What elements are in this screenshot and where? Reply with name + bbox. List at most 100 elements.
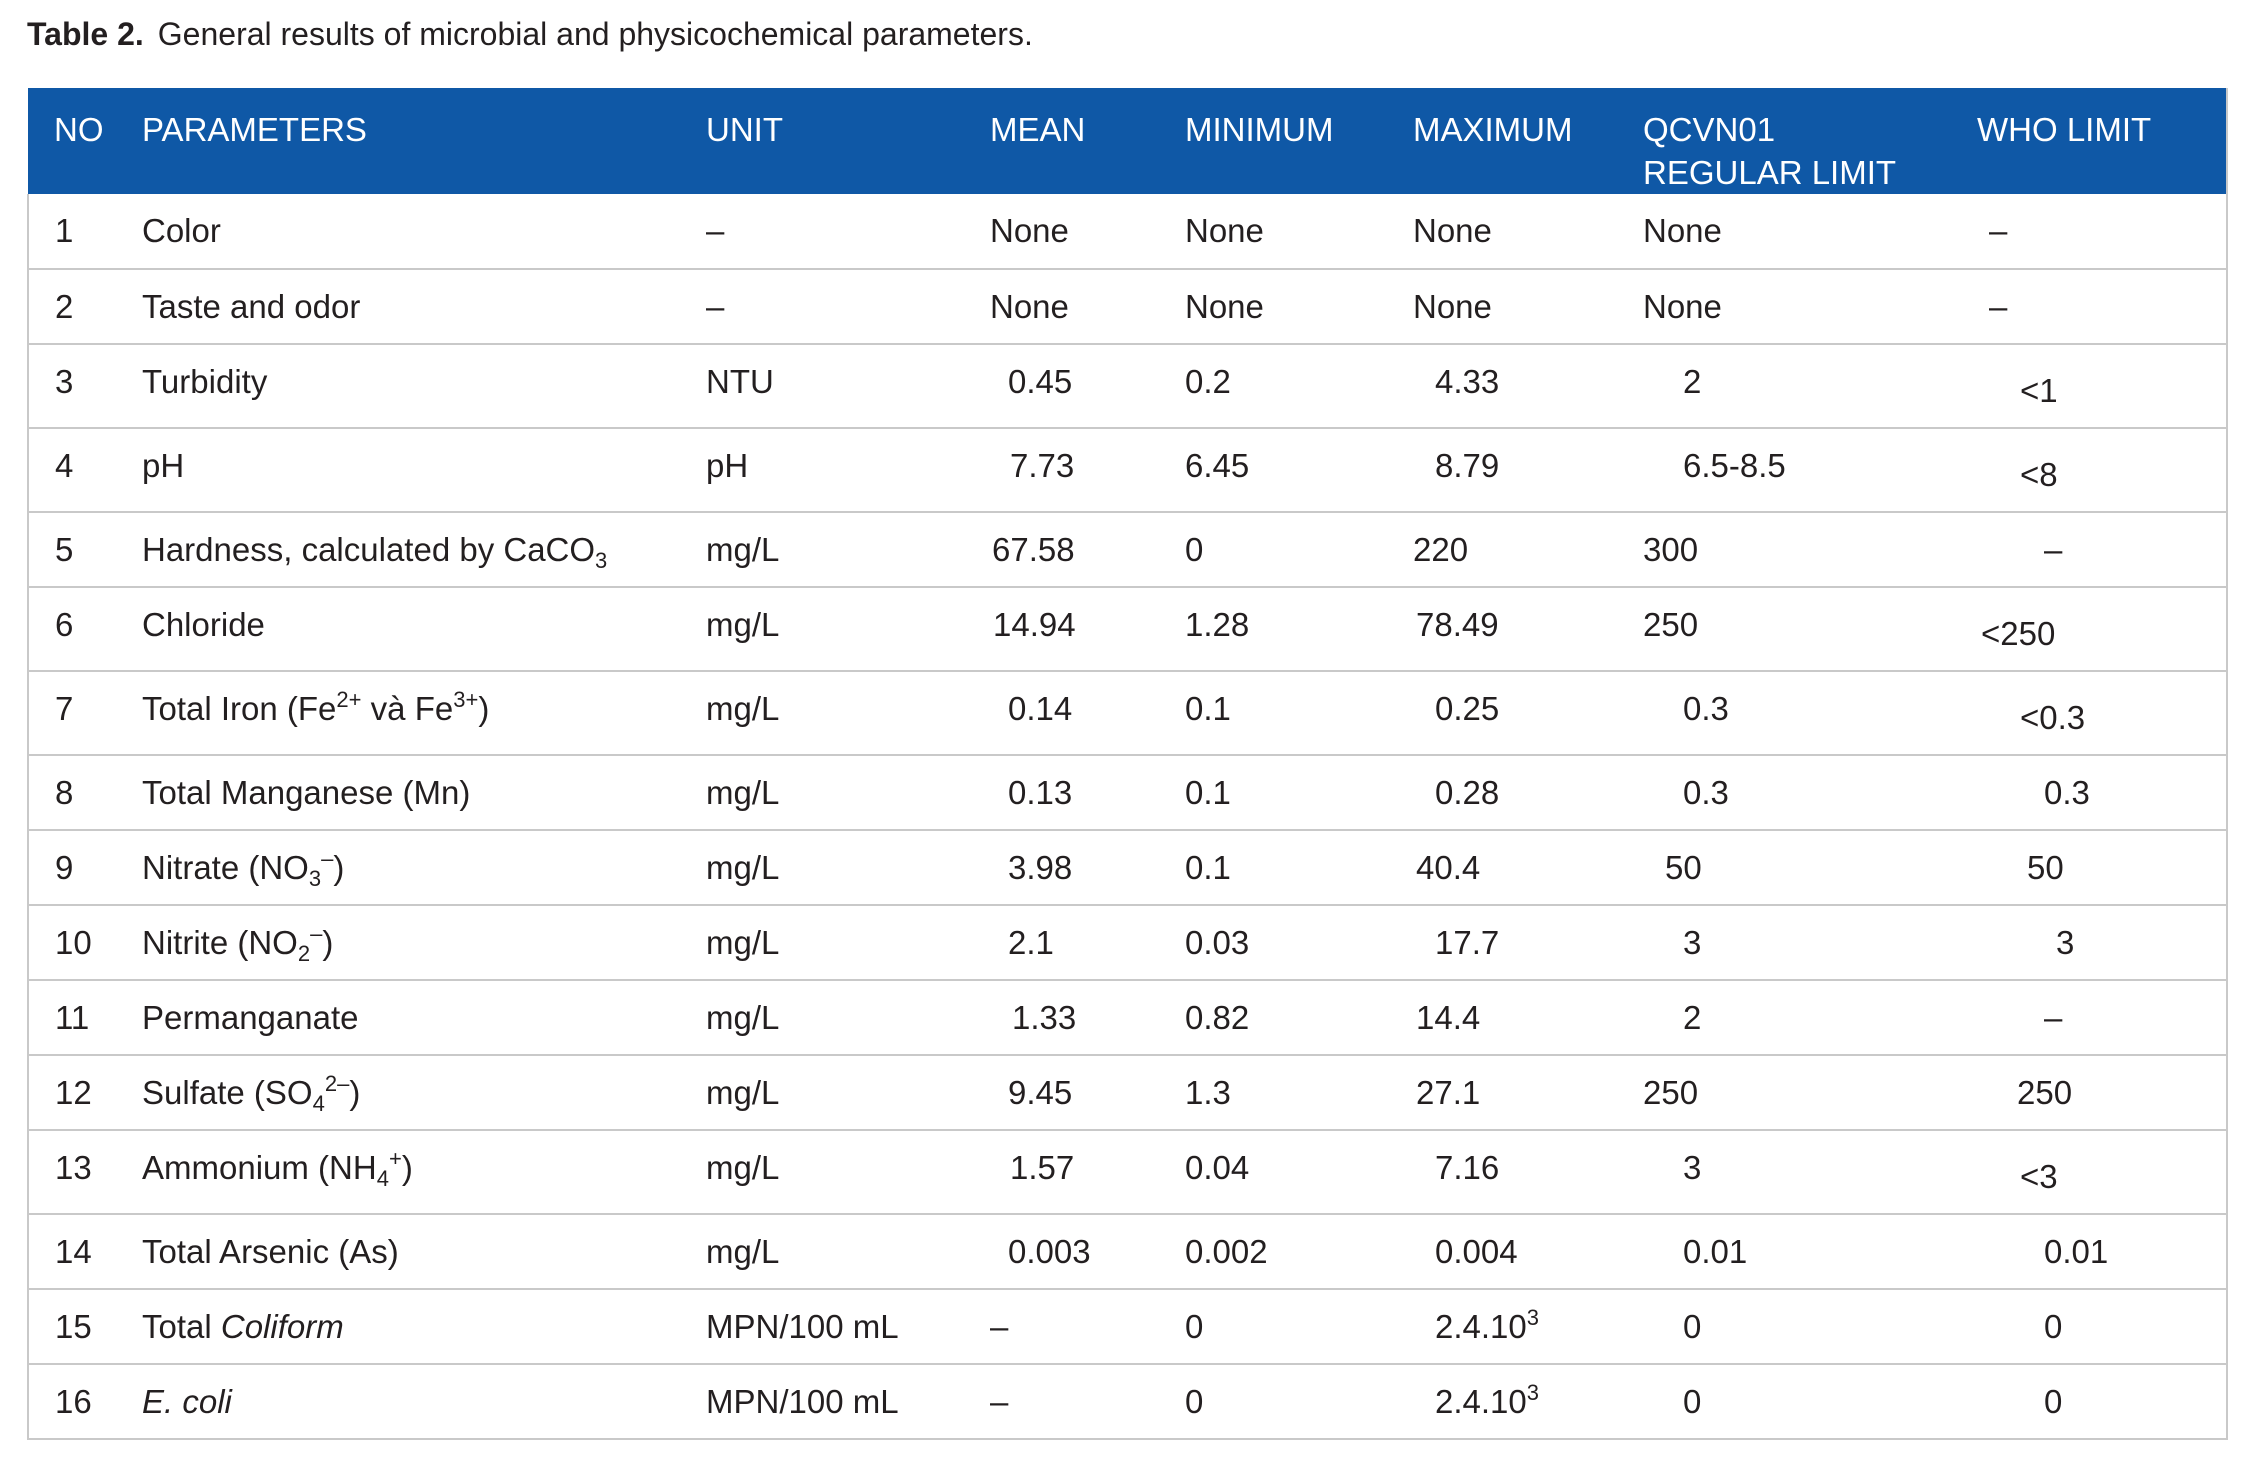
cell-who-text: <250 — [1981, 615, 2056, 652]
cell-unit: mg/L — [706, 980, 990, 1056]
cell-unit: – — [706, 269, 990, 345]
max-superscript: 3 — [1526, 1305, 1539, 1330]
cell-parameter: Taste and odor — [142, 269, 706, 345]
cell-qcvn: 2 — [1643, 344, 1977, 429]
cell-qcvn: 50 — [1643, 830, 1977, 906]
cell-qcvn: 3 — [1643, 905, 1977, 981]
cell-unit: mg/L — [706, 1055, 990, 1131]
cell-who: <250 — [1977, 587, 2228, 672]
cell-maximum: 0.28 — [1413, 755, 1643, 831]
cell-no: 15 — [27, 1289, 142, 1365]
cell-maximum-text: 78.49 — [1416, 606, 1499, 643]
cell-maximum: 4.33 — [1413, 344, 1643, 429]
param-text: ) — [333, 849, 345, 886]
param-superscript: 2– — [324, 1071, 350, 1096]
table-row: 13 Ammonium (NH4+) mg/L 1.57 0.04 7.16 3… — [27, 1130, 2228, 1215]
cell-maximum-text: 40.4 — [1416, 849, 1481, 886]
cell-qcvn: 3 — [1643, 1130, 1977, 1215]
param-subscript: 4 — [312, 1091, 325, 1116]
cell-qcvn: 0.01 — [1643, 1214, 1977, 1290]
cell-maximum-text: 0.25 — [1435, 690, 1500, 727]
cell-who: – — [1977, 512, 2228, 588]
cell-who: <8 — [1977, 428, 2228, 513]
table-row: 9 Nitrate (NO3–) mg/L 3.98 0.1 40.4 50 5… — [27, 830, 2228, 906]
table-row: 10 Nitrite (NO2–) mg/L 2.1 0.03 17.7 3 3 — [27, 905, 2228, 981]
param-text: và Fe — [361, 690, 454, 727]
param-subscript: 3 — [308, 866, 322, 891]
cell-mean-text: 14.94 — [993, 606, 1076, 643]
max-base: 2.4.10 — [1435, 1308, 1527, 1345]
cell-mean-text: 2.1 — [1008, 924, 1054, 961]
param-text: ) — [349, 1074, 361, 1111]
cell-parameter: E. coli — [142, 1364, 706, 1440]
cell-mean: 67.58 — [990, 512, 1185, 588]
cell-qcvn-text: 0.01 — [1683, 1233, 1748, 1270]
table-row: 8 Total Manganese (Mn) mg/L 0.13 0.1 0.2… — [27, 755, 2228, 831]
param-text: Nitrate (NO — [142, 849, 309, 886]
param-text: ) — [478, 690, 490, 727]
cell-who: <3 — [1977, 1130, 2228, 1215]
cell-parameter: Hardness, calculated by CaCO3 — [142, 512, 706, 588]
cell-who: – — [1977, 269, 2228, 345]
cell-who-text: – — [2044, 999, 2063, 1036]
table-row: 12 Sulfate (SO42–) mg/L 9.45 1.3 27.1 25… — [27, 1055, 2228, 1131]
cell-qcvn: 250 — [1643, 1055, 1977, 1131]
header-who: WHO LIMIT — [1977, 88, 2228, 194]
cell-no: 6 — [27, 587, 142, 672]
cell-no: 16 — [27, 1364, 142, 1440]
param-superscript: – — [321, 846, 334, 871]
cell-maximum-text: 7.16 — [1435, 1149, 1500, 1186]
header-mean: MEAN — [990, 111, 1086, 148]
cell-unit: – — [706, 194, 990, 270]
table-row: 14 Total Arsenic (As) mg/L 0.003 0.002 0… — [27, 1214, 2228, 1290]
cell-no: 7 — [27, 671, 142, 756]
cell-mean: 14.94 — [990, 587, 1185, 672]
cell-maximum-text: 17.7 — [1435, 924, 1500, 961]
param-text: Nitrite (NO — [142, 924, 298, 961]
param-subscript: 3 — [595, 548, 608, 573]
param-italic: Coliform — [220, 1308, 344, 1345]
cell-qcvn-text: 0.3 — [1683, 774, 1729, 811]
cell-maximum: 40.4 — [1413, 830, 1643, 906]
cell-mean: 0.45 — [990, 344, 1185, 429]
cell-qcvn-text: 6.5-8.5 — [1683, 447, 1786, 484]
table-caption: Table 2. General results of microbial and… — [27, 16, 1033, 53]
cell-parameter: Ammonium (NH4+) — [142, 1130, 706, 1215]
cell-unit: mg/L — [706, 1130, 990, 1215]
cell-maximum: 0.25 — [1413, 671, 1643, 756]
cell-minimum: 1.3 — [1185, 1055, 1413, 1131]
table-row: 15 Total Coliform MPN/100 mL – 0 2.4.103… — [27, 1289, 2228, 1365]
cell-minimum: 0.1 — [1185, 755, 1413, 831]
param-text: Total Iron (Fe — [142, 690, 337, 727]
cell-qcvn: 250 — [1643, 587, 1977, 672]
cell-no: 3 — [27, 344, 142, 429]
cell-parameter: Nitrate (NO3–) — [142, 830, 706, 906]
param-text: ) — [322, 924, 334, 961]
cell-minimum: 0 — [1185, 1364, 1413, 1440]
cell-unit: mg/L — [706, 1214, 990, 1290]
cell-minimum: 0.2 — [1185, 344, 1413, 429]
cell-who-text: 0.3 — [2044, 774, 2090, 811]
cell-mean-text: 0.45 — [1008, 363, 1073, 400]
max-base: 2.4.10 — [1435, 1383, 1527, 1420]
cell-parameter: pH — [142, 428, 706, 513]
cell-no: 9 — [27, 830, 142, 906]
cell-parameter: Total Manganese (Mn) — [142, 755, 706, 831]
header-qcvn: QCVN01 REGULAR LIMIT — [1643, 88, 1977, 194]
cell-unit: pH — [706, 428, 990, 513]
caption-label: Table 2. — [27, 16, 144, 52]
cell-who-text: – — [1989, 212, 2008, 249]
cell-who-text: <3 — [2020, 1158, 2058, 1195]
cell-who-text: – — [1989, 288, 2008, 325]
cell-maximum-text: 4.33 — [1435, 363, 1500, 400]
param-text: Sulfate (SO — [142, 1074, 313, 1111]
header-parameters: PARAMETERS — [142, 111, 367, 148]
cell-maximum: None — [1413, 194, 1643, 270]
table-row: 3 Turbidity NTU 0.45 0.2 4.33 2 <1 — [27, 344, 2228, 429]
cell-no: 11 — [27, 980, 142, 1056]
cell-who-text: – — [2044, 531, 2063, 568]
cell-who: 0 — [1977, 1364, 2228, 1440]
cell-maximum: 2.4.103 — [1413, 1364, 1643, 1440]
table-row: 4 pH pH 7.73 6.45 8.79 6.5-8.5 <8 — [27, 428, 2228, 513]
header-minimum: MINIMUM — [1185, 111, 1334, 148]
